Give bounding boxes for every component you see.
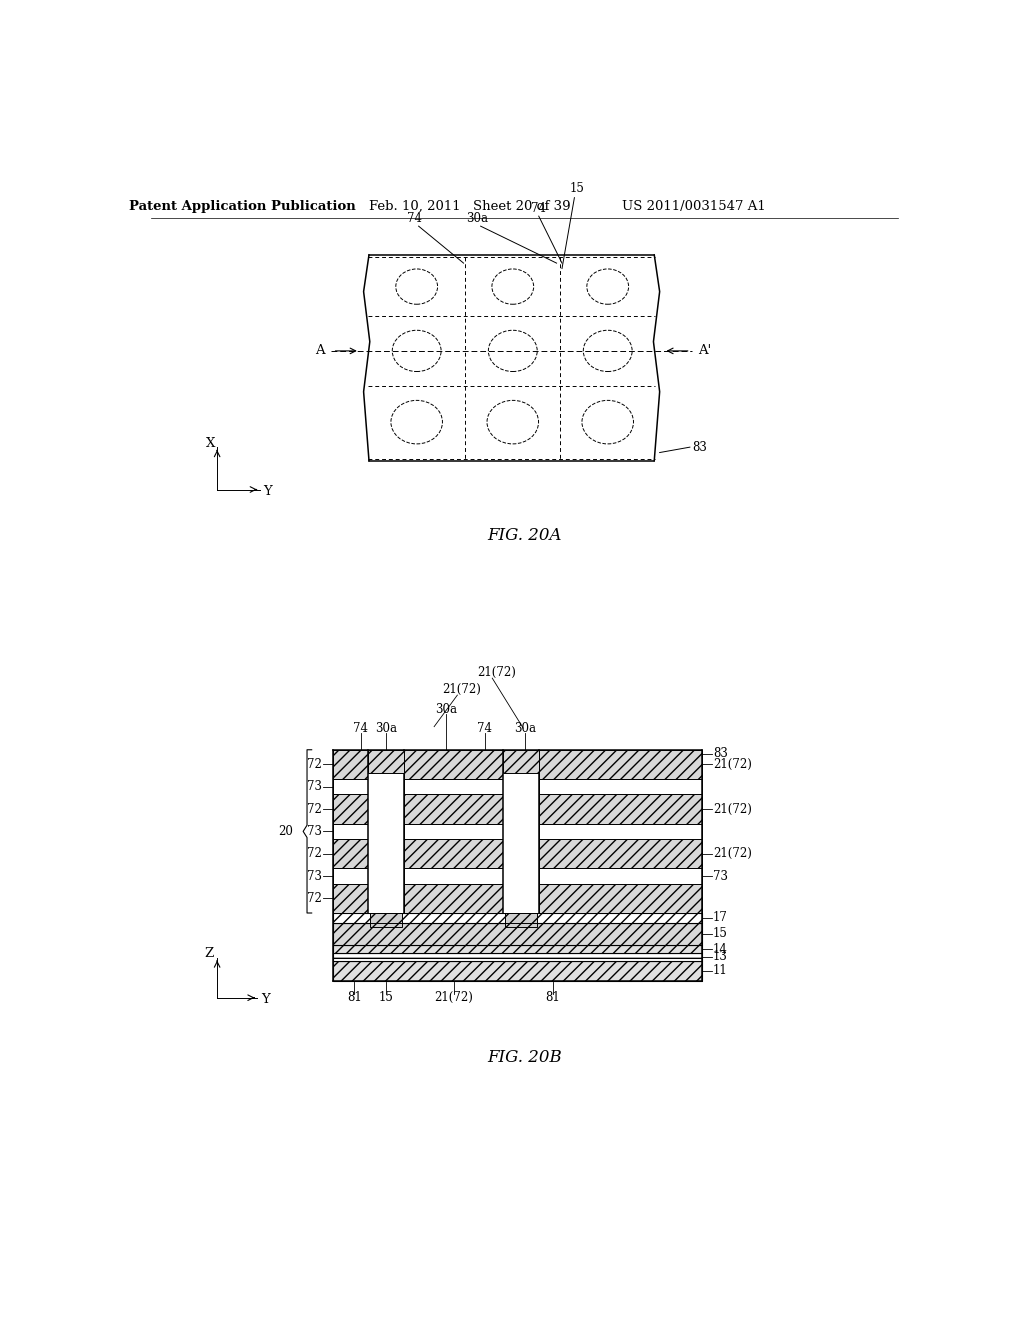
Text: 81: 81 — [546, 991, 560, 1005]
Bar — [334, 945, 701, 953]
Bar — [334, 953, 701, 961]
Text: 72: 72 — [307, 758, 322, 771]
Text: 83: 83 — [713, 747, 728, 760]
Text: Y: Y — [263, 484, 272, 498]
Ellipse shape — [396, 269, 437, 304]
Ellipse shape — [492, 269, 534, 304]
Text: Sheet 20 of 39: Sheet 20 of 39 — [473, 199, 570, 213]
Text: US 2011/0031547 A1: US 2011/0031547 A1 — [622, 199, 766, 213]
Text: FIG. 20B: FIG. 20B — [487, 1049, 562, 1067]
Text: 15: 15 — [379, 991, 393, 1005]
Text: Patent Application Publication: Patent Application Publication — [129, 199, 356, 213]
Bar — [334, 795, 369, 824]
Ellipse shape — [582, 400, 634, 444]
Text: 74: 74 — [408, 211, 422, 224]
Text: 17: 17 — [713, 911, 728, 924]
Bar — [539, 824, 701, 840]
Bar — [403, 795, 503, 824]
Bar — [334, 869, 369, 884]
Text: A: A — [315, 345, 325, 358]
Bar — [334, 750, 701, 981]
Bar — [503, 750, 539, 774]
Text: 21(72): 21(72) — [441, 684, 480, 696]
Text: 81: 81 — [347, 991, 361, 1005]
Bar — [334, 840, 369, 869]
Bar — [334, 779, 369, 795]
Text: 72: 72 — [307, 892, 322, 906]
Text: 73: 73 — [307, 870, 322, 883]
Text: 74: 74 — [477, 722, 492, 735]
Text: Y: Y — [261, 993, 270, 1006]
Bar — [334, 923, 701, 945]
Text: 21(72): 21(72) — [713, 803, 752, 816]
Bar — [369, 257, 655, 459]
Bar — [539, 869, 701, 884]
Text: 30a: 30a — [514, 722, 536, 735]
Bar — [370, 913, 402, 927]
Text: Feb. 10, 2011: Feb. 10, 2011 — [369, 199, 461, 213]
Text: 21(72): 21(72) — [477, 667, 515, 680]
Bar — [369, 750, 403, 913]
Text: 15: 15 — [570, 182, 585, 195]
Text: FIG. 20A: FIG. 20A — [487, 527, 562, 544]
Text: 72: 72 — [307, 803, 322, 816]
Ellipse shape — [488, 330, 538, 371]
Bar — [503, 750, 539, 913]
Text: Z: Z — [204, 948, 213, 961]
Bar — [334, 750, 369, 779]
Bar — [403, 884, 503, 913]
Text: 21(72): 21(72) — [434, 991, 473, 1005]
Ellipse shape — [587, 269, 629, 304]
Bar — [539, 779, 701, 795]
Text: 20: 20 — [279, 825, 293, 838]
Bar — [539, 795, 701, 824]
Bar — [539, 884, 701, 913]
Bar — [403, 869, 503, 884]
Text: 74: 74 — [531, 202, 546, 215]
Ellipse shape — [391, 400, 442, 444]
Bar — [539, 750, 701, 779]
Bar — [403, 824, 503, 840]
Bar — [369, 750, 403, 774]
Ellipse shape — [487, 400, 539, 444]
Text: 21(72): 21(72) — [713, 758, 752, 771]
Bar — [334, 961, 701, 981]
Bar — [403, 840, 503, 869]
Bar — [403, 779, 503, 795]
Bar — [334, 913, 701, 923]
Bar — [505, 913, 538, 927]
Ellipse shape — [392, 330, 441, 371]
Text: A': A' — [698, 345, 712, 358]
Text: 30a: 30a — [466, 211, 487, 224]
Text: 21(72): 21(72) — [713, 847, 752, 861]
Text: 15: 15 — [713, 927, 728, 940]
Text: 30a: 30a — [435, 704, 457, 717]
Text: 14: 14 — [713, 942, 728, 956]
Text: 83: 83 — [692, 441, 708, 454]
Bar — [334, 884, 369, 913]
Text: 73: 73 — [713, 870, 728, 883]
Text: 74: 74 — [353, 722, 368, 735]
Bar — [334, 824, 369, 840]
Bar — [539, 840, 701, 869]
Bar — [403, 750, 503, 779]
Text: 73: 73 — [307, 780, 322, 793]
Text: 73: 73 — [307, 825, 322, 838]
Ellipse shape — [584, 330, 632, 371]
Text: X: X — [206, 437, 215, 450]
Text: 30a: 30a — [375, 722, 397, 735]
Text: 13: 13 — [713, 950, 728, 964]
Text: 11: 11 — [713, 964, 728, 977]
Text: 72: 72 — [307, 847, 322, 861]
